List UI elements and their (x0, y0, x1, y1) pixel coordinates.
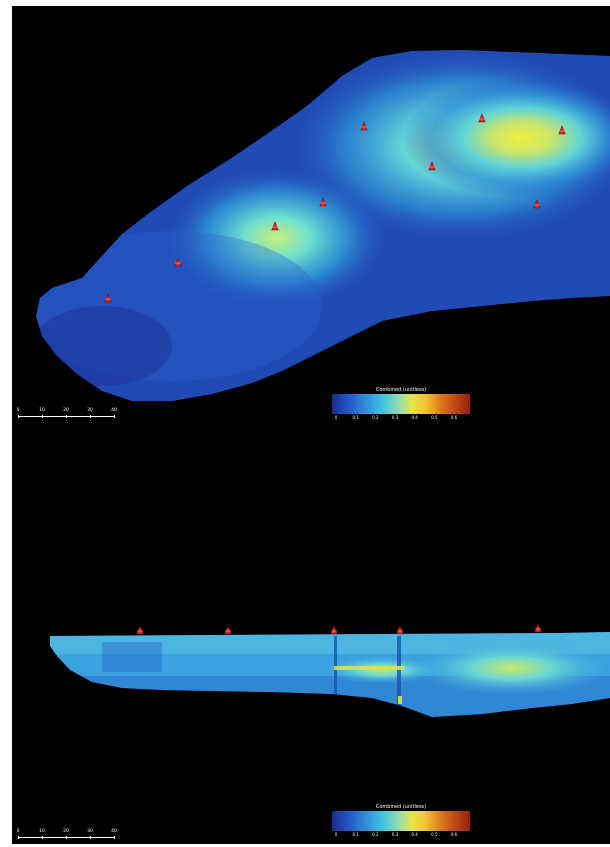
section-colorbar-tick: 0.6 (450, 832, 458, 837)
section-view-panel: Combined (unitless) 0 0.1 0.2 0.3 0.4 0.5 0.6 … (12, 596, 610, 844)
plan-colorbar-tick: 0 (334, 415, 338, 420)
plan-colorbar: Combined (unitless) 0 0.1 0.2 0.3 0.4 0.5 0.6 (332, 387, 470, 422)
plan-scale-bar: 0 10 20 30 40 (16, 408, 118, 422)
section-colorbar: Combined (unitless) 0 0.1 0.2 0.3 0.4 0.5 0.6 (332, 804, 470, 839)
section-colorbar-tick: 0.2 (372, 832, 379, 837)
borehole-marker (478, 113, 486, 123)
section-scale-label: 40 (111, 829, 117, 834)
section-colorbar-ticks: 0 0.1 0.2 0.3 0.4 0.5 0.6 (332, 831, 470, 839)
borehole-marker (136, 625, 144, 635)
plan-scale-label: 0 (16, 408, 20, 413)
plan-scale-label: 10 (39, 408, 45, 413)
section-view-map (50, 623, 610, 717)
borehole-marker (174, 257, 182, 267)
plan-colorbar-tick: 0.4 (411, 415, 418, 420)
borehole-marker (428, 161, 436, 171)
plan-scale-label: 20 (63, 408, 69, 413)
plan-view-panel: Combined (unitless) 0 0.1 0.2 0.3 0.4 0.5 0.6 … (12, 6, 610, 436)
plan-scale-label: 40 (111, 408, 117, 413)
plan-view-map (36, 50, 610, 401)
borehole-marker (533, 199, 541, 209)
plan-scale-tick (18, 415, 19, 418)
section-colorbar-gradient (332, 811, 470, 831)
borehole-marker (330, 625, 338, 635)
plan-scale-tick (42, 415, 43, 418)
borehole-marker (396, 625, 404, 635)
section-colorbar-tick: 0.1 (352, 832, 359, 837)
plan-markers (104, 113, 566, 303)
section-scale-label: 20 (63, 829, 69, 834)
section-colorbar-tick: 0.4 (411, 832, 418, 837)
plan-colorbar-tick: 0.5 (431, 415, 438, 420)
plan-scale-tick (66, 415, 67, 418)
section-scale-tick (114, 836, 115, 839)
plan-colorbar-ticks: 0 0.1 0.2 0.3 0.4 0.5 0.6 (332, 414, 470, 422)
plan-colorbar-title: Combined (unitless) (375, 387, 427, 393)
section-colorbar-title: Combined (unitless) (375, 804, 427, 810)
figure-frame: Combined (unitless) 0 0.1 0.2 0.3 0.4 0.5 0.6 … (12, 6, 610, 844)
section-scale-tick (42, 836, 43, 839)
section-colorbar-tick: 0 (334, 832, 338, 837)
section-scale-label: 0 (16, 829, 20, 834)
borehole-marker (360, 121, 368, 131)
plan-scale-label: 30 (87, 408, 93, 413)
plan-scale-tick (114, 415, 115, 418)
section-scale-tick (90, 836, 91, 839)
section-scale-tick (18, 836, 19, 839)
section-scale-bar: 0 10 20 30 40 (16, 829, 118, 843)
plan-colorbar-tick: 0.2 (372, 415, 379, 420)
section-scale-tick (66, 836, 67, 839)
borehole-marker (534, 623, 542, 633)
section-markers (136, 623, 542, 635)
borehole-marker (558, 125, 566, 135)
borehole-marker (271, 221, 279, 231)
borehole-marker (319, 197, 327, 207)
plan-scale-tick (90, 415, 91, 418)
section-colorbar-tick: 0.5 (431, 832, 438, 837)
plan-colorbar-tick: 0.1 (352, 415, 359, 420)
borehole-marker (104, 293, 112, 303)
plan-colorbar-tick: 0.6 (450, 415, 458, 420)
section-colorbar-tick: 0.3 (391, 832, 399, 837)
section-scale-label: 30 (87, 829, 93, 834)
section-scale-label: 10 (39, 829, 45, 834)
plan-colorbar-tick: 0.3 (391, 415, 399, 420)
borehole-marker (224, 625, 232, 635)
plan-colorbar-gradient (332, 394, 470, 414)
